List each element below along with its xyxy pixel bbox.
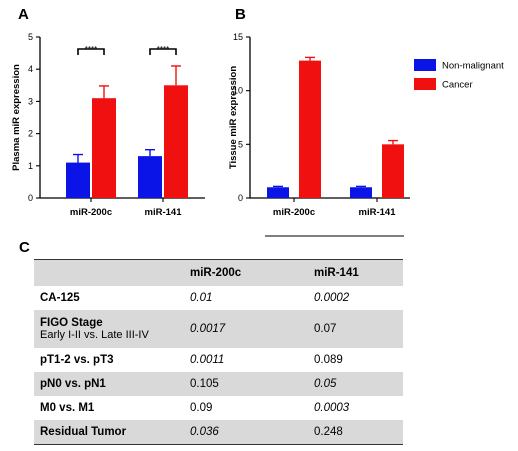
row-label-text: CA-125 [40, 292, 80, 304]
table-corner-cell [34, 259, 184, 286]
mir200c-pvalue: 0.01 [190, 292, 213, 304]
mir141-pvalue: 0.0002 [314, 292, 350, 304]
x-tick-label: miR-200c [70, 207, 112, 218]
row-label: Residual Tumor [34, 420, 184, 445]
legend-swatch [414, 78, 436, 90]
row-label: FIGO Stage Early I-II vs. Late III-IV [34, 310, 184, 348]
table-row: pT1-2 vs. pT3 0.0011 0.089 [34, 348, 403, 372]
bar [382, 144, 404, 198]
bar [66, 162, 90, 198]
x-tick-label: miR-141 [359, 207, 397, 218]
bar [138, 156, 162, 198]
table-row: FIGO Stage Early I-II vs. Late III-IV 0.00… [34, 310, 403, 348]
panel-b-chart: 0 5 10 15 Tissue miR expression miR-200c miR-1… [228, 32, 410, 218]
y-tick-label: 3 [28, 96, 33, 106]
significance-stars: **** [85, 45, 97, 54]
significance-bracket [149, 48, 177, 55]
row-label: pT1-2 vs. pT3 [34, 348, 184, 372]
y-tick-label: 0 [28, 193, 33, 203]
legend-label: Cancer [442, 80, 473, 91]
col-header-mir141: miR-141 [308, 259, 403, 286]
mir200c-pvalue: 0.036 [184, 420, 308, 445]
panel-c-letter: C [19, 239, 30, 256]
legend-swatch [414, 59, 436, 71]
p-value-table: miR-200c miR-141 CA-125 0.01 0.0002 FIGO St… [34, 259, 403, 445]
mir141-pvalue: 0.0003 [314, 402, 350, 414]
row-label-text: Residual Tumor [40, 426, 127, 438]
y-tick-label: 2 [28, 129, 33, 139]
row-label: pN0 vs. pN1 [34, 372, 184, 396]
row-label-text: pN0 vs. pN1 [40, 378, 106, 390]
y-tick-label: 10 [233, 86, 243, 96]
bar [92, 98, 116, 198]
table-row: M0 vs. M1 0.09 0.0003 [34, 396, 403, 420]
row-label-text: pT1-2 vs. pT3 [40, 354, 114, 366]
table-row: CA-125 0.01 0.0002 [34, 286, 403, 310]
legend: Non-malignant Cancer [414, 59, 504, 91]
mir200c-pvalue: 0.105 [184, 372, 308, 396]
panel-b-letter: B [235, 6, 246, 23]
mir200c-pvalue: 0.09 [190, 402, 213, 414]
figure-panels-ab: A B 0 1 2 3 4 5 Plasma miR expression miR-200c m… [11, 6, 504, 237]
mir200c-pvalue: 0.0017 [184, 310, 308, 348]
row-label: CA-125 [34, 286, 184, 310]
y-axis-title: Tissue miR expression [228, 66, 239, 170]
row-label-text: FIGO Stage [40, 317, 103, 329]
mir141-pvalue: 0.07 [308, 310, 403, 348]
y-tick-label: 1 [28, 161, 33, 171]
table-row: Residual Tumor 0.036 0.248 [34, 420, 403, 445]
row-label-text: M0 vs. M1 [40, 402, 95, 414]
bar [350, 187, 372, 198]
bar [299, 60, 321, 198]
row-label: M0 vs. M1 [34, 396, 184, 420]
significance-stars: **** [157, 45, 169, 54]
y-tick-label: 5 [238, 139, 243, 149]
bar [164, 85, 188, 198]
bar [267, 187, 289, 198]
mir200c-pvalue: 0.0011 [190, 354, 225, 366]
y-tick-label: 5 [28, 32, 33, 42]
x-tick-label: miR-200c [273, 207, 315, 218]
mir141-pvalue: 0.089 [314, 354, 343, 366]
panel-a-letter: A [18, 6, 29, 23]
y-tick-label: 4 [28, 64, 33, 74]
table-header-row: miR-200c miR-141 [34, 259, 403, 286]
table-row: pN0 vs. pN1 0.105 0.05 [34, 372, 403, 396]
y-tick-label: 15 [233, 32, 243, 42]
x-tick-label: miR-141 [145, 207, 183, 218]
y-tick-label: 0 [238, 193, 243, 203]
col-header-mir200c: miR-200c [184, 259, 308, 286]
legend-label: Non-malignant [442, 61, 504, 72]
row-sublabel: Early I-II vs. Late III-IV [40, 329, 149, 341]
mir141-pvalue: 0.05 [308, 372, 403, 396]
significance-bracket [77, 48, 105, 55]
y-axis-title: Plasma miR expression [11, 64, 22, 171]
mir141-pvalue: 0.248 [308, 420, 403, 445]
panel-a-chart: 0 1 2 3 4 5 Plasma miR expression miR-200c miR-1… [11, 32, 205, 218]
